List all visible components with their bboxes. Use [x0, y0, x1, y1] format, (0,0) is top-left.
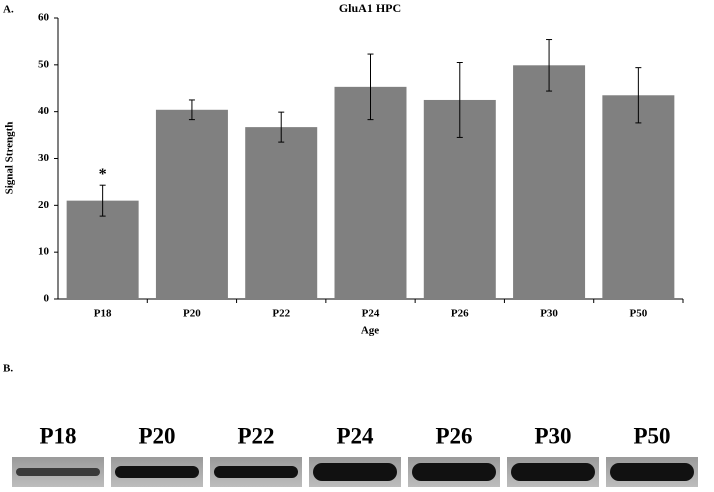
error-bar	[546, 39, 553, 92]
annotation: *	[99, 166, 107, 183]
y-axis-label: Signal Strength	[4, 122, 16, 195]
y-tick-label: 0	[44, 293, 50, 305]
bar	[155, 109, 228, 299]
y-tick-label: 10	[38, 246, 50, 258]
x-tick-label: P22	[272, 308, 290, 320]
blot-label: P26	[435, 423, 472, 448]
y-tick-label: 60	[38, 12, 50, 24]
y-tick-label: 20	[38, 199, 50, 211]
blot-label: P50	[633, 423, 670, 448]
bar	[245, 127, 318, 299]
bar	[513, 65, 586, 299]
bar	[334, 86, 407, 299]
y-tick-label: 50	[38, 58, 50, 70]
error-bar	[635, 67, 642, 124]
panel-label: A.	[3, 4, 14, 16]
blot-band	[610, 463, 694, 481]
x-tick-label: P30	[540, 308, 558, 320]
blot-label: P22	[237, 423, 274, 448]
x-axis-label: Age	[361, 325, 379, 337]
blot-label: P18	[39, 423, 76, 448]
blot-label: P24	[336, 423, 374, 448]
blot-band	[313, 463, 397, 481]
blot-band	[214, 466, 298, 478]
bar	[602, 95, 675, 300]
y-tick-label: 30	[38, 152, 50, 164]
x-tick-label: P24	[362, 308, 380, 320]
x-tick-label: P26	[451, 308, 469, 320]
blot-band	[16, 468, 100, 476]
error-bar	[456, 61, 463, 138]
blot-band	[412, 463, 496, 481]
x-tick-label: P18	[94, 308, 112, 320]
chart-title: GluA1 HPC	[339, 1, 401, 15]
x-tick-label: P50	[629, 308, 647, 320]
panel-label: B.	[3, 363, 13, 375]
blot-band	[511, 463, 595, 481]
bar	[66, 200, 139, 299]
x-tick-label: P20	[183, 308, 201, 320]
error-bar	[367, 53, 374, 121]
blot-label: P20	[138, 423, 175, 448]
y-tick-label: 40	[38, 105, 50, 117]
error-bar	[99, 184, 106, 217]
blot-band	[115, 466, 199, 478]
error-bar	[278, 111, 285, 143]
blot-label: P30	[534, 423, 571, 448]
error-bar	[188, 99, 195, 121]
